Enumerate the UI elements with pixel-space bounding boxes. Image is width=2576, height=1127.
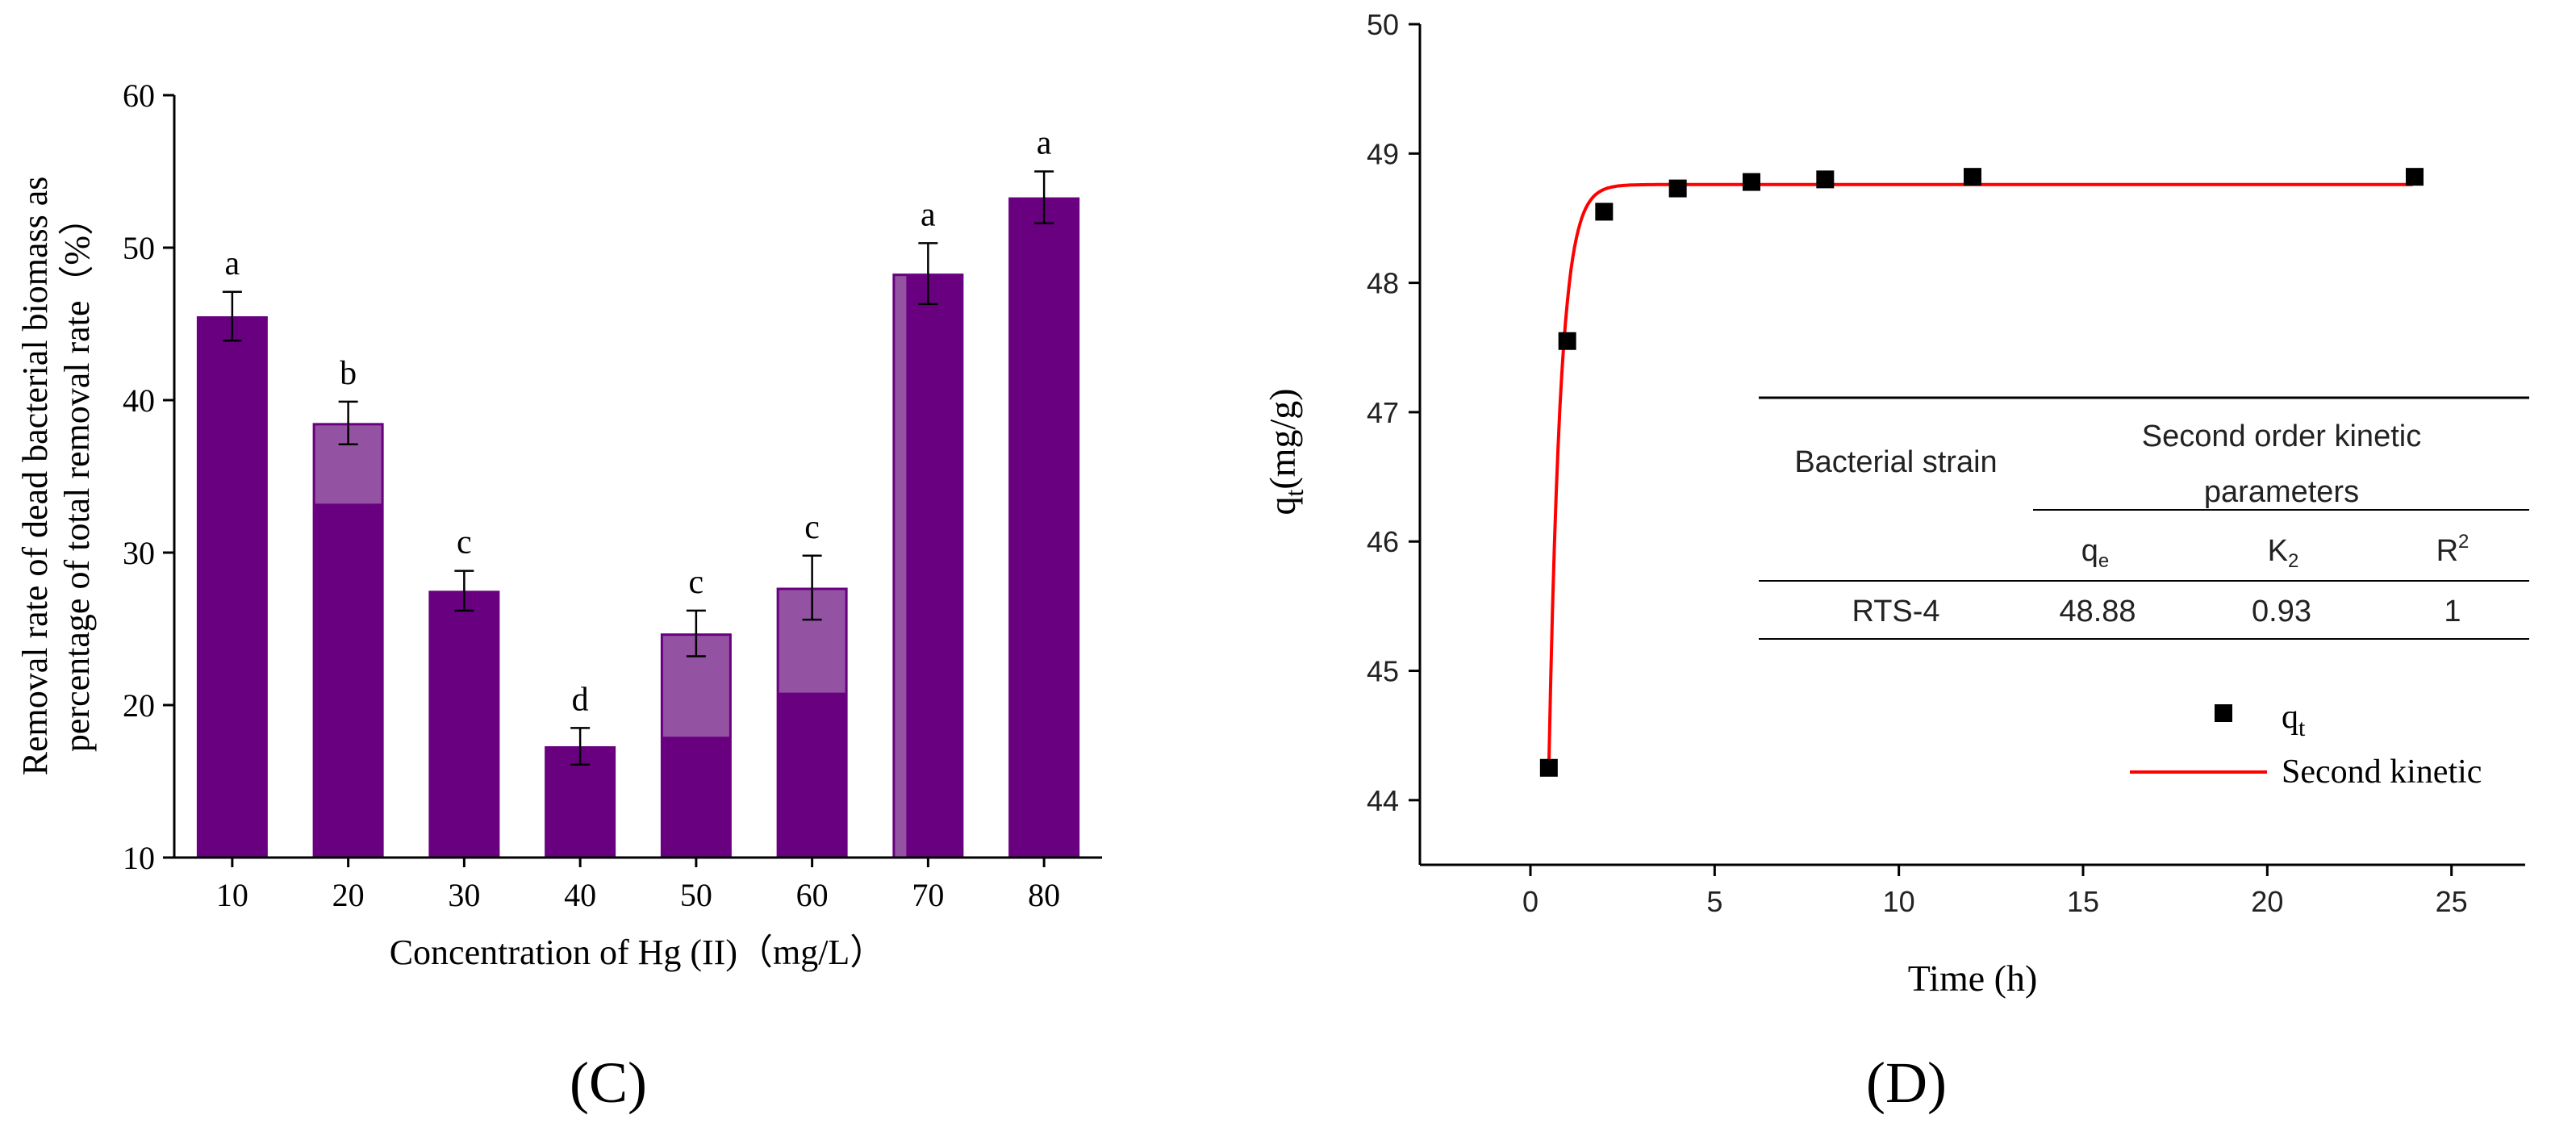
significance-letter: c: [457, 524, 472, 561]
qt-point: [1558, 332, 1576, 350]
qt-point: [1964, 168, 1981, 186]
bar-80: [1008, 197, 1080, 858]
qt-data-points: [1539, 168, 2424, 777]
table-cell-k2: 0.93: [2252, 595, 2311, 628]
error-bars: [222, 170, 1054, 766]
c-y-tick-label: 20: [123, 687, 155, 724]
significance-letter: d: [572, 681, 589, 718]
significance-letter: c: [689, 564, 704, 601]
qt-point: [1743, 173, 1760, 191]
d-y-label-sub: t: [1280, 490, 1309, 497]
d-x-tick-label: 0: [1522, 885, 1539, 918]
c-y-tick-label: 30: [123, 535, 155, 571]
c-y-axis-label-line1: Removal rate of dead bacterial biomass a…: [15, 177, 55, 776]
significance-letter: c: [804, 509, 820, 546]
d-y-tick-label: 46: [1367, 525, 1399, 558]
panel-label-d: (D): [1866, 1050, 1947, 1115]
qt-point: [1668, 179, 1687, 198]
significance-letters: a b c d c c a a: [225, 125, 1052, 719]
bar-series: [196, 197, 1080, 858]
table-cell-r2: 1: [2444, 595, 2461, 628]
bar-highlight-70: [895, 276, 907, 858]
bar-chart-panel-c: a b c d c c a a 10 20 30 40 50 60 10 20 30 40 50 60 70 80 C…: [15, 77, 1102, 1115]
d-y-tick-label: 50: [1367, 8, 1399, 41]
d-legend: qt Second kinetic: [2130, 699, 2482, 791]
bar-30: [428, 591, 500, 858]
c-x-axis-label: Concentration of Hg (II)（mg/L）: [390, 933, 886, 972]
d-y-label-q: q: [1262, 497, 1303, 515]
d-y-tick-label: 44: [1367, 784, 1399, 817]
c-x-tick-label: 80: [1028, 877, 1060, 913]
table-header-group-line2: parameters: [2204, 475, 2359, 509]
d-x-ticks: 0 5 10 15 20 25: [1522, 865, 2468, 918]
d-x-tick-label: 5: [1706, 885, 1722, 918]
table-col-k2: K2: [2268, 534, 2299, 572]
d-y-axis-label: qt(mg/g): [1262, 388, 1309, 515]
d-x-axis-label: Time (h): [1908, 958, 2038, 999]
d-x-tick-label: 10: [1883, 885, 1915, 918]
table-header-group-line1: Second order kinetic: [2142, 419, 2421, 453]
c-x-tick-label: 50: [680, 877, 712, 913]
table-col-qe-main: q: [2081, 534, 2098, 568]
qt-point: [1539, 758, 1558, 777]
table-cell-qe: 48.88: [2059, 595, 2136, 628]
d-x-tick-label: 25: [2436, 885, 2468, 918]
significance-letter: a: [1037, 125, 1052, 162]
table-header-strain: Bacterial strain: [1794, 445, 1997, 479]
c-y-tick-label: 10: [123, 840, 155, 876]
significance-letter: b: [340, 355, 357, 392]
c-y-tick-label: 40: [123, 382, 155, 419]
d-y-tick-label: 45: [1367, 655, 1399, 688]
panel-label-c: (C): [570, 1050, 647, 1115]
legend-points-sub: t: [2298, 715, 2306, 741]
table-col-k2-sub: 2: [2288, 550, 2298, 572]
d-y-label-unit: (mg/g): [1262, 388, 1303, 489]
c-y-tick-label: 50: [123, 230, 155, 266]
c-x-tick-label: 70: [912, 877, 944, 913]
c-x-tick-label: 10: [216, 877, 248, 913]
table-col-k2-main: K: [2268, 534, 2288, 568]
table-col-r2-sup: 2: [2458, 531, 2469, 553]
legend-line-label: Second kinetic: [2282, 753, 2482, 791]
legend-point-marker: [2215, 704, 2232, 722]
qt-point: [1595, 202, 1614, 221]
legend-points-label: qt: [2282, 699, 2306, 741]
kinetic-parameters-table: Bacterial strain Second order kinetic pa…: [1759, 396, 2529, 640]
qt-point: [1816, 170, 1835, 189]
c-y-ticks: 10 20 30 40 50 60: [123, 77, 174, 876]
d-y-tick-label: 48: [1367, 267, 1399, 300]
d-y-ticks: 44 45 46 47 48 49 50: [1367, 8, 1420, 817]
table-col-r2: R2: [2436, 531, 2470, 568]
d-x-tick-label: 15: [2067, 885, 2099, 918]
c-x-ticks: 10 20 30 40 50 60 70 80: [216, 858, 1060, 913]
significance-letter: a: [921, 196, 936, 233]
qt-point: [2406, 168, 2424, 186]
d-x-tick-label: 20: [2251, 885, 2283, 918]
d-y-tick-label: 49: [1367, 137, 1399, 170]
c-x-tick-label: 40: [564, 877, 596, 913]
bar-10: [196, 316, 268, 858]
table-cell-strain: RTS-4: [1852, 595, 1939, 628]
legend-points-main: q: [2282, 699, 2298, 736]
c-y-axis-label-line2: percentage of total removal rate（%）: [57, 200, 97, 752]
c-x-tick-label: 60: [796, 877, 829, 913]
c-x-tick-label: 20: [332, 877, 365, 913]
c-x-tick-label: 30: [448, 877, 480, 913]
d-y-tick-label: 47: [1367, 396, 1399, 429]
table-col-r2-main: R: [2436, 534, 2458, 568]
table-col-qe: qe: [2081, 534, 2110, 572]
table-col-qe-sub: e: [2098, 550, 2109, 572]
significance-letter: a: [225, 245, 240, 282]
c-y-tick-label: 60: [123, 77, 155, 114]
